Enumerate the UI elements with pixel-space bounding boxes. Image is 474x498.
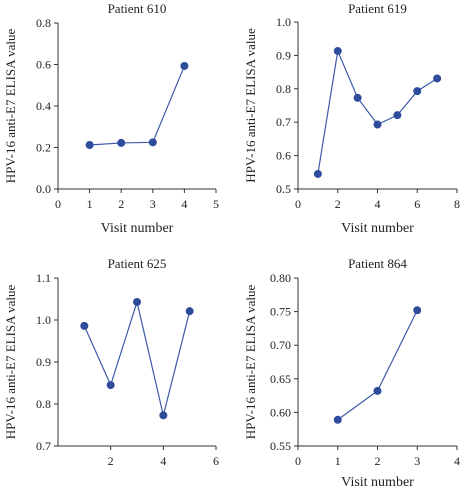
data-point: [159, 411, 168, 420]
x-tick-label: 1: [335, 454, 341, 468]
x-tick-label: 1: [87, 197, 93, 211]
y-tick-label: 0.7: [36, 439, 51, 453]
panel-patient-864: Patient 864 0.55 0.60 0.65 0.70 0.75 0.80 0 1 2 3 4…: [243, 256, 460, 490]
x-tick-label: 0: [295, 454, 301, 468]
y-tick-label: 0.9: [276, 48, 291, 62]
y-tick-label: 0.8: [36, 397, 51, 411]
x-tick-label: 3: [150, 197, 156, 211]
y-tick-label: 0.2: [36, 141, 51, 155]
data-point: [333, 415, 342, 424]
chart-title: Patient 610: [108, 1, 167, 16]
x-tick-label: 0: [55, 197, 61, 211]
y-tick-label: 0.70: [270, 338, 291, 352]
x-tick-label: 8: [454, 197, 460, 211]
data-point: [80, 321, 89, 330]
x-tick-label: 4: [375, 197, 381, 211]
panel-patient-619: Patient 619 0.5 0.6 0.7 0.8 0.9 1.0 0 2 4 6 8 Visit …: [243, 1, 460, 236]
y-axis-label: HPV-16 anti-E7 ELISA value: [243, 285, 258, 440]
y-tick-label: 0.80: [270, 271, 291, 285]
y-tick-label: 0.8: [276, 82, 291, 96]
series-line: [83, 299, 191, 416]
data-point: [373, 386, 382, 395]
x-tick-label: 4: [160, 454, 166, 468]
y-tick-label: 0.60: [270, 405, 291, 419]
data-point: [106, 381, 115, 390]
y-tick-label: 0.6: [276, 149, 291, 163]
y-tick-label: 0.55: [270, 439, 291, 453]
x-tick-label: 5: [213, 197, 219, 211]
y-tick-label: 0.4: [36, 99, 51, 113]
data-point: [353, 93, 362, 102]
data-point: [148, 138, 157, 147]
y-axis-label: HPV-16 anti-E7 ELISA value: [243, 28, 258, 183]
x-tick-label: 2: [375, 454, 381, 468]
y-tick-label: 0.6: [36, 58, 51, 72]
x-axis-label: Visit number: [341, 221, 414, 236]
data-point: [413, 87, 422, 96]
data-point: [185, 307, 194, 316]
x-tick-label: 2: [335, 197, 341, 211]
x-tick-label: 6: [414, 197, 420, 211]
x-tick-label: 4: [454, 454, 460, 468]
x-tick-label: 2: [108, 454, 114, 468]
y-axis-label: HPV-16 anti-E7 ELISA value: [3, 285, 18, 440]
x-axis-label: Visit number: [101, 221, 174, 236]
series-line: [337, 309, 418, 421]
y-tick-label: 0.5: [276, 182, 291, 196]
y-tick-label: 0.0: [36, 182, 51, 196]
series-line: [317, 48, 438, 175]
x-tick-label: 3: [414, 454, 420, 468]
y-tick-label: 1.0: [36, 313, 51, 327]
y-tick-label: 1.0: [276, 15, 291, 29]
data-point: [85, 141, 94, 150]
x-axis-label: Visit number: [341, 475, 414, 490]
data-point: [313, 169, 322, 178]
y-tick-label: 0.7: [276, 115, 291, 129]
x-tick-label: 4: [181, 197, 187, 211]
data-point: [433, 74, 442, 83]
data-point: [333, 47, 342, 56]
x-tick-label: 2: [118, 197, 124, 211]
data-point: [180, 61, 189, 70]
data-point: [117, 138, 126, 147]
y-tick-label: 0.9: [36, 355, 51, 369]
y-tick-label: 0.65: [270, 372, 291, 386]
chart-title: Patient 619: [348, 1, 407, 16]
data-point: [373, 120, 382, 129]
series-line: [89, 65, 185, 146]
panel-patient-610: Patient 610 0.0 0.2 0.4 0.6 0.8 0 1 2 3 4 5 Visit nu…: [3, 1, 219, 236]
x-tick-label: 0: [295, 197, 301, 211]
chart-title: Patient 625: [108, 256, 167, 271]
y-axis-label: HPV-16 anti-E7 ELISA value: [3, 29, 18, 184]
y-tick-label: 0.8: [36, 16, 51, 30]
data-point: [393, 111, 402, 120]
y-tick-label: 0.75: [270, 305, 291, 319]
panel-patient-625: Patient 625 0.7 0.8 0.9 1.0 1.1 2 4 6 HPV-16 anti…: [3, 256, 219, 468]
y-tick-label: 1.1: [36, 271, 51, 285]
data-point: [413, 306, 422, 315]
data-point: [133, 297, 141, 306]
chart-title: Patient 864: [348, 256, 407, 271]
x-tick-label: 6: [213, 454, 219, 468]
